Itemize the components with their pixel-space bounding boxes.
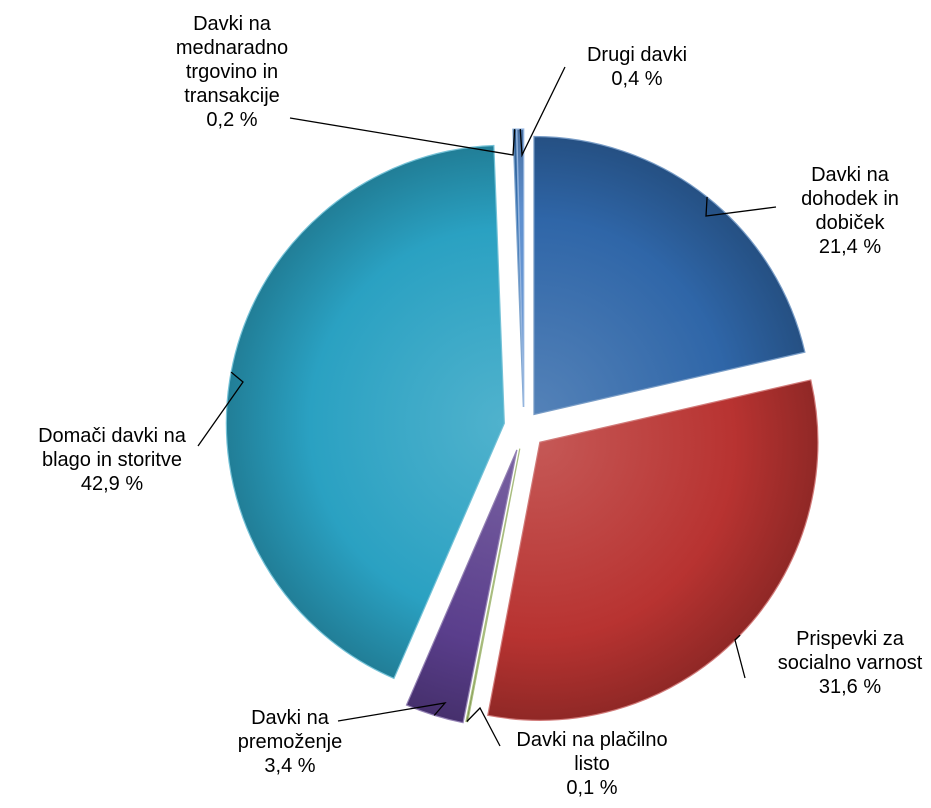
- data-label-text: dohodek in: [801, 188, 899, 210]
- slices-layer: [225, 128, 819, 724]
- data-label-value: 0,4 %: [611, 68, 662, 90]
- data-label-text: trgovino in: [186, 61, 278, 83]
- data-label-davki-na-placilno-listo: Davki na plačilno listo 0,1 %: [516, 729, 667, 799]
- data-label-value: 0,2 %: [206, 109, 257, 131]
- data-label-davki-na-dohodek-in-dobicek: Davki na dohodek in dobiček 21,4 %: [801, 164, 899, 258]
- data-label-text: Davki na plačilno: [516, 729, 667, 751]
- data-label-text: Domači davki na: [38, 425, 187, 447]
- data-label-value: 31,6 %: [819, 676, 881, 698]
- data-label-text: premoženje: [238, 731, 343, 753]
- data-label-value: 3,4 %: [264, 755, 315, 777]
- data-label-text: dobiček: [816, 212, 886, 234]
- leader-line-davki-na-dohodek-in-dobicek: [705, 196, 777, 217]
- pie-slice-prispevki-za-socialno-varnost: [487, 379, 819, 721]
- data-label-value: 42,9 %: [81, 473, 143, 495]
- data-label-text: Prispevki za: [796, 628, 905, 650]
- data-label-davki-na-mednaradno-trgovino-in-transakcije: Davki na mednaradno trgovino in transakcije…: [176, 13, 288, 131]
- data-label-davki-na-premozenje: Davki na premoženje 3,4 %: [238, 707, 343, 777]
- data-label-text: transakcije: [184, 85, 280, 107]
- leader-line-davki-na-mednaradno-trgovino-in-transakcije: [289, 117, 516, 156]
- leader-line-domaci-davki-na-blago-in-storitve: [197, 371, 244, 447]
- data-label-text: listo: [574, 753, 610, 775]
- leader-line-davki-na-premozenje: [337, 702, 447, 722]
- data-label-value: 0,1 %: [566, 777, 617, 799]
- leader-line-prispevki-za-socialno-varnost: [734, 634, 746, 679]
- data-label-text: mednaradno: [176, 37, 288, 59]
- data-label-domaci-davki-na-blago-in-storitve: Domači davki na blago in storitve 42,9 %: [38, 425, 187, 495]
- data-label-text: Davki na: [811, 164, 890, 186]
- data-label-text: Davki na: [193, 13, 272, 35]
- data-label-text: Drugi davki: [587, 44, 687, 66]
- pie-slice-davki-na-dohodek-in-dobicek: [533, 135, 806, 416]
- data-label-drugi-davki: Drugi davki 0,4 %: [587, 44, 687, 90]
- data-label-text: socialno varnost: [778, 652, 923, 674]
- data-label-prispevki-za-socialno-varnost: Prispevki za socialno varnost 31,6 %: [778, 628, 923, 698]
- data-label-value: 21,4 %: [819, 236, 881, 258]
- leader-line-drugi-davki: [519, 66, 566, 158]
- data-label-text: blago in storitve: [42, 449, 182, 471]
- leader-line-davki-na-placilno-listo: [466, 706, 501, 747]
- leader-lines-layer: [197, 66, 777, 747]
- data-label-text: Davki na: [251, 707, 330, 729]
- data-labels-layer: Davki na dohodek in dobiček 21,4 %Prispevki…: [38, 13, 923, 799]
